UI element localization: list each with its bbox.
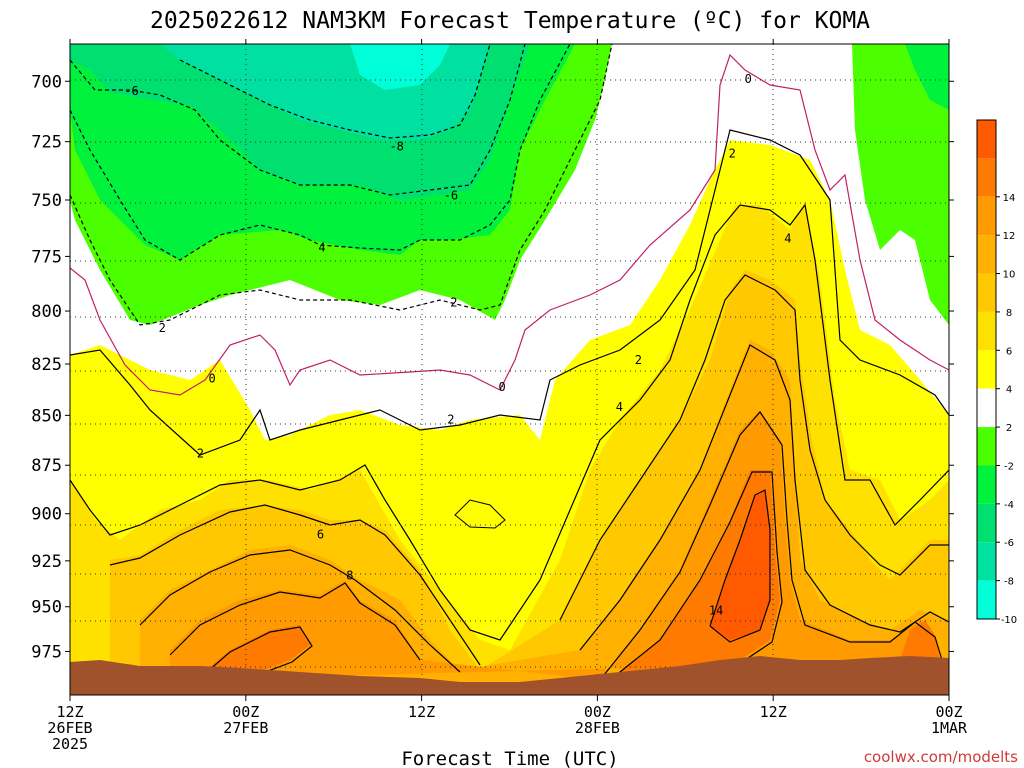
contour-10 <box>169 411 943 681</box>
contour-label-layer: -6 -8 -6 4 2 2 0 0 2 2 6 8 0 2 4 2 4 14 <box>124 72 791 618</box>
y-tick-label: 775 <box>31 247 62 267</box>
colorbar-label: 6 <box>1006 346 1012 357</box>
colorbar-swatch <box>977 350 996 389</box>
colorbar: 14 12 10 8 6 4 2 -2 -4 -6 -8 -10 <box>976 119 1017 626</box>
contour-14 <box>709 489 771 643</box>
x-tick-label: 00Z <box>935 703 962 721</box>
contour-label: 2 <box>197 446 204 460</box>
x-tick-label: 00Z <box>232 703 259 721</box>
grid <box>70 44 949 695</box>
colorbar-swatch <box>977 503 996 543</box>
y-tick-label: 825 <box>31 355 62 375</box>
colorbar-label: 2 <box>1006 423 1012 434</box>
x-tick-label: 2025 <box>52 735 88 753</box>
y-tick-label: 700 <box>31 72 62 92</box>
colorbar-label: 8 <box>1006 308 1012 319</box>
ground-surface <box>70 656 949 695</box>
colorbar-swatch <box>977 235 996 274</box>
colorbar-swatch <box>977 427 996 466</box>
y-tick-label: 850 <box>31 406 62 426</box>
contour-label: -8 <box>389 139 403 153</box>
x-tick-label: 00Z <box>584 703 611 721</box>
x-tick-label: 12Z <box>408 703 435 721</box>
x-tick-label: 28FEB <box>575 719 620 737</box>
contour-label: 2 <box>447 412 454 426</box>
fill-region-minus10 <box>350 44 450 90</box>
y-tick-label: 975 <box>31 642 62 662</box>
contour-label: 4 <box>318 241 325 255</box>
contour-label: 6 <box>317 528 324 542</box>
colorbar-swatch <box>977 273 996 312</box>
chart-title: 2025022612 NAM3KM Forecast Temperature (… <box>150 8 870 34</box>
y-tick-label: 725 <box>31 133 62 153</box>
contour-label: 2 <box>159 321 166 335</box>
plot-frame <box>69 43 950 696</box>
colorbar-label: -2 <box>1004 461 1014 472</box>
contour-lines <box>70 44 949 681</box>
colorbar-label: -4 <box>1004 500 1014 511</box>
contour-label: 0 <box>745 72 752 86</box>
contour-minus8 <box>179 44 491 139</box>
colorbar-swatch <box>977 196 996 236</box>
contour-label: 8 <box>346 569 353 583</box>
x-tick-label: 27FEB <box>223 719 268 737</box>
colorbar-swatch <box>977 311 996 351</box>
contour-label: 14 <box>709 603 723 617</box>
colorbar-label: -8 <box>1004 577 1014 588</box>
x-axis-title: Forecast Time (UTC) <box>401 748 618 768</box>
colorbar-frame <box>976 119 997 620</box>
colorbar-label: -10 <box>1001 615 1017 626</box>
colorbar-swatch <box>977 388 996 428</box>
fill-region-14 <box>710 490 770 640</box>
plot-area: -6 -8 -6 4 2 2 0 0 2 2 6 8 0 2 4 2 4 14 <box>70 44 949 695</box>
colorbar-swatch <box>977 580 996 619</box>
x-tick-label: 1MAR <box>931 719 968 737</box>
colorbar-swatch <box>977 120 996 159</box>
contour-minus6 <box>70 44 526 196</box>
x-tick-label: 12Z <box>56 703 83 721</box>
colorbar-swatch <box>977 158 996 197</box>
contour-2-left <box>70 129 949 456</box>
contour-label: 4 <box>616 400 623 414</box>
y-tick-label: 925 <box>31 552 62 572</box>
colorbar-label: -6 <box>1004 538 1014 549</box>
contour-6 <box>109 274 949 666</box>
x-tick-label: 12Z <box>760 703 787 721</box>
contour-minus4 <box>70 44 571 261</box>
y-tick-label: 950 <box>31 598 62 618</box>
fill-region-minus4-right <box>905 44 949 110</box>
fill-region-minus2-right <box>852 44 949 325</box>
colorbar-label: 10 <box>1003 270 1016 281</box>
temperature-fill-regions <box>70 44 949 695</box>
contour-12 <box>199 471 783 681</box>
y-tick-label: 900 <box>31 505 62 525</box>
contour-label: 0 <box>499 380 506 394</box>
contour-label: 2 <box>729 146 736 160</box>
contour-label: 2 <box>450 295 457 309</box>
credit-text: coolwx.com/modelts <box>864 748 1018 766</box>
y-tick-label: 875 <box>31 456 62 476</box>
contour-label: 4 <box>784 232 791 246</box>
colorbar-label: 14 <box>1003 193 1016 204</box>
fill-small-cell <box>454 499 506 529</box>
contour-8 <box>139 344 949 673</box>
contour-4 <box>70 203 949 641</box>
contour-label: 0 <box>208 372 215 386</box>
y-tick-label: 800 <box>31 302 62 322</box>
colorbar-swatch <box>977 542 996 581</box>
x-tick-label: 26FEB <box>47 719 92 737</box>
colorbar-swatch <box>977 465 996 504</box>
contour-label: -6 <box>124 84 138 98</box>
contour-label: -6 <box>444 188 458 202</box>
y-tick-label: 750 <box>31 191 62 211</box>
colorbar-label: 4 <box>1006 385 1012 396</box>
contour-zero-left <box>70 53 949 396</box>
contour-label: 2 <box>635 353 642 367</box>
colorbar-label: 12 <box>1003 231 1016 242</box>
